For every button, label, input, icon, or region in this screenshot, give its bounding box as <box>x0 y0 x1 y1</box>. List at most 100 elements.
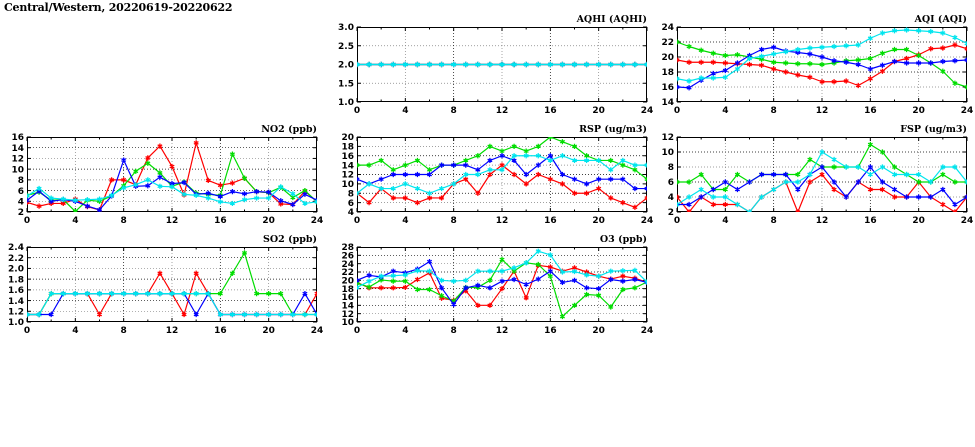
chart-title-rsp: RSP (ug/m3) <box>579 124 647 135</box>
svg-text:4: 4 <box>722 216 728 226</box>
svg-text:10: 10 <box>341 180 354 190</box>
svg-text:8: 8 <box>451 326 457 336</box>
series-day4 <box>677 27 967 84</box>
svg-text:28: 28 <box>341 243 354 253</box>
svg-text:16: 16 <box>341 293 354 303</box>
svg-text:20: 20 <box>912 106 925 116</box>
svg-text:1.2: 1.2 <box>8 307 24 317</box>
svg-text:2.2: 2.2 <box>8 254 24 264</box>
chart-panel-aqhi: 1.0 1.5 2.0 2.5 3.0 0 4 8 12 16 20 24 AQHI (AQHI) <box>330 10 655 120</box>
svg-text:20: 20 <box>661 53 674 63</box>
svg-text:1.8: 1.8 <box>8 275 24 285</box>
chart-title-so2: SO2 (ppb) <box>263 234 317 245</box>
svg-text:20: 20 <box>262 326 275 336</box>
svg-text:6: 6 <box>668 178 674 188</box>
svg-text:16: 16 <box>341 152 354 162</box>
svg-text:1.5: 1.5 <box>338 79 354 89</box>
svg-text:14: 14 <box>341 161 354 171</box>
axis-ticks <box>676 26 968 103</box>
svg-text:2.5: 2.5 <box>338 42 354 52</box>
svg-text:16: 16 <box>544 106 557 116</box>
svg-text:8: 8 <box>348 189 354 199</box>
data-series-group <box>27 250 317 318</box>
series-day4 <box>27 177 317 207</box>
svg-text:8: 8 <box>451 216 457 226</box>
svg-text:22: 22 <box>341 268 354 278</box>
svg-text:24: 24 <box>641 216 654 226</box>
series-day4 <box>357 248 647 291</box>
x-tick-labels: 0 4 8 12 16 20 24 <box>674 216 973 226</box>
svg-text:12: 12 <box>816 216 829 226</box>
svg-text:14: 14 <box>341 302 354 312</box>
chart-svg-aqhi: 1.0 1.5 2.0 2.5 3.0 0 4 8 12 16 20 24 AQHI (AQHI) <box>338 14 653 116</box>
chart-panel-no2: 2 4 6 8 10 12 14 16 0 4 8 12 16 20 24 NO2 (ppb) <box>0 120 325 230</box>
svg-text:2.0: 2.0 <box>338 61 354 71</box>
svg-text:12: 12 <box>496 106 509 116</box>
chart-title-aqhi: AQHI (AQHI) <box>576 14 647 25</box>
grid-lines <box>27 247 317 322</box>
chart-panel-rsp: 4 6 8 10 12 14 16 18 20 0 4 8 12 16 20 24 RSP (ug/m3) <box>330 120 655 230</box>
y-tick-labels: 2 4 6 8 10 12 <box>661 133 674 218</box>
svg-text:4: 4 <box>72 326 78 336</box>
svg-text:4: 4 <box>402 216 408 226</box>
svg-text:2: 2 <box>668 208 674 218</box>
svg-text:24: 24 <box>961 106 974 116</box>
svg-text:0: 0 <box>24 216 30 226</box>
svg-text:8: 8 <box>771 106 777 116</box>
x-tick-labels: 0 4 8 12 16 20 24 <box>354 216 653 226</box>
axis-ticks <box>26 136 318 213</box>
svg-text:20: 20 <box>912 216 925 226</box>
data-series-group <box>27 140 317 212</box>
svg-text:24: 24 <box>341 260 354 270</box>
svg-text:0: 0 <box>354 106 360 116</box>
x-tick-labels: 0 4 8 12 16 20 24 <box>24 326 323 336</box>
axis-ticks <box>356 246 648 323</box>
svg-text:1.0: 1.0 <box>338 98 354 108</box>
data-series-group <box>677 27 967 91</box>
data-series-group <box>677 141 967 212</box>
grid-lines <box>27 137 317 212</box>
series-day4 <box>677 149 967 212</box>
x-tick-labels: 0 4 8 12 16 20 24 <box>354 326 653 336</box>
svg-text:20: 20 <box>592 216 605 226</box>
svg-text:10: 10 <box>661 148 674 158</box>
svg-text:18: 18 <box>341 143 354 153</box>
svg-text:14: 14 <box>661 98 674 108</box>
svg-text:20: 20 <box>341 133 354 143</box>
x-tick-labels: 0 4 8 12 16 20 24 <box>24 216 323 226</box>
svg-text:4: 4 <box>722 106 728 116</box>
svg-text:8: 8 <box>771 216 777 226</box>
svg-text:4: 4 <box>72 216 78 226</box>
series-day3 <box>357 258 647 308</box>
svg-text:12: 12 <box>11 155 24 165</box>
series-day3 <box>677 44 967 91</box>
svg-text:20: 20 <box>592 326 605 336</box>
svg-text:10: 10 <box>11 165 24 175</box>
y-tick-labels: 1.0 1.5 2.0 2.5 3.0 <box>338 23 354 108</box>
svg-text:8: 8 <box>121 216 127 226</box>
svg-text:4: 4 <box>18 197 24 207</box>
svg-text:24: 24 <box>641 106 654 116</box>
svg-text:12: 12 <box>341 171 354 181</box>
chart-panel-fsp: 2 4 6 8 10 12 0 4 8 12 16 20 24 FSP (ug/m3) <box>650 120 975 230</box>
svg-text:22: 22 <box>661 38 674 48</box>
svg-text:0: 0 <box>354 216 360 226</box>
series-day3 <box>357 153 647 192</box>
svg-text:10: 10 <box>341 318 354 328</box>
svg-text:24: 24 <box>661 23 674 33</box>
y-tick-labels: 14 16 18 20 22 24 <box>661 23 674 108</box>
svg-text:1.4: 1.4 <box>8 297 24 307</box>
svg-text:4: 4 <box>402 326 408 336</box>
svg-text:12: 12 <box>496 326 509 336</box>
svg-text:12: 12 <box>661 133 674 143</box>
chart-title-no2: NO2 (ppb) <box>261 124 317 135</box>
svg-text:24: 24 <box>961 216 974 226</box>
svg-text:3.0: 3.0 <box>338 23 354 33</box>
x-tick-labels: 0 4 8 12 16 20 24 <box>354 106 653 116</box>
svg-text:12: 12 <box>341 310 354 320</box>
chart-title-o3: O3 (ppb) <box>600 234 647 245</box>
